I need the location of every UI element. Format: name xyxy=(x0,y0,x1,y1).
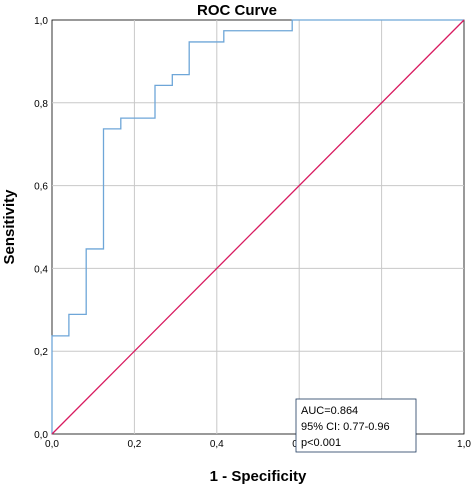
x-tick-label: 0,4 xyxy=(210,439,224,450)
x-axis-title: 1 - Specificity xyxy=(210,468,307,485)
chart-title: ROC Curve xyxy=(197,2,277,19)
y-tick-label: 0,8 xyxy=(34,99,48,110)
x-tick-label: 0,2 xyxy=(127,439,141,450)
y-tick-label: 0,0 xyxy=(34,430,48,441)
y-tick-label: 0,6 xyxy=(34,182,48,193)
roc-curve-line xyxy=(51,19,464,434)
series-layer xyxy=(51,19,465,435)
y-tick-label: 0,4 xyxy=(34,264,48,275)
y-axis-title: Sensitivity xyxy=(1,189,18,265)
x-tick-label: 0,0 xyxy=(45,439,59,450)
annotation-auc: AUC=0.864 xyxy=(301,405,358,417)
gridlines xyxy=(52,20,464,434)
reference-diagonal-line xyxy=(51,19,465,435)
y-tick-label: 0,2 xyxy=(34,347,48,358)
y-tick-label: 1,0 xyxy=(34,16,48,27)
annotation-p: p<0.001 xyxy=(301,437,341,449)
x-tick-label: 1,0 xyxy=(457,439,471,450)
auc-annotation-box: AUC=0.864 95% CI: 0.77-0.96 p<0.001 xyxy=(295,398,417,453)
annotation-ci: 95% CI: 0.77-0.96 xyxy=(301,421,390,433)
